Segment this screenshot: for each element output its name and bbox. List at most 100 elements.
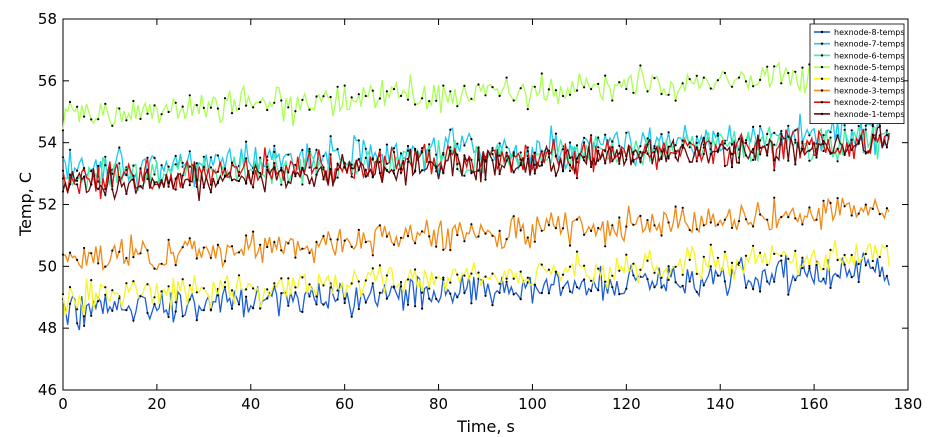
data-point [512,277,515,280]
data-point [561,148,565,151]
data-point [773,280,776,283]
data-point [512,151,515,154]
data-point [146,112,149,115]
data-point [843,263,846,266]
data-point [160,164,163,167]
data-point [780,130,783,133]
data-point [245,295,248,298]
data-point [364,168,367,171]
data-point [442,278,445,281]
data-point [202,106,205,109]
data-point [385,162,388,165]
data-point [759,290,762,293]
data-point [273,241,276,244]
data-point [111,124,114,127]
data-point [385,235,388,238]
data-point [702,137,705,140]
data-point [125,309,128,312]
data-point [343,84,346,87]
data-point [153,173,156,176]
data-point [280,292,283,295]
data-point [322,178,325,181]
data-point [378,148,381,151]
data-point [653,224,656,227]
data-point [688,160,691,163]
data-point [209,256,212,259]
data-point [322,303,325,306]
data-point [343,297,346,300]
data-point [449,292,452,295]
data-point [406,144,410,148]
data-point [822,267,825,271]
data-point [575,157,579,160]
data-point [181,105,184,108]
data-point [590,289,593,293]
data-point [336,238,339,241]
data-point [132,178,135,181]
data-point [604,133,607,136]
x-tick-label: 0 [58,395,68,413]
data-point [583,156,586,159]
data-point [801,147,804,151]
data-point [787,257,790,260]
data-point [118,107,121,110]
data-point [399,236,403,239]
data-point [794,70,797,73]
data-point [111,188,114,191]
data-point [773,65,776,68]
data-point [111,289,114,292]
data-point [547,152,551,155]
data-point [871,207,874,210]
data-point [822,140,825,143]
data-point [780,259,783,262]
data-point [167,285,170,288]
data-point [794,279,797,282]
series-line-hexnode-3-temps [62,197,890,271]
data-point [61,169,65,172]
x-tick-label: 180 [894,395,923,413]
legend-item: hexnode-3-temps [814,87,905,96]
data-point [554,270,558,273]
data-point [752,125,755,128]
data-point [512,152,515,155]
data-point [153,267,156,270]
data-point [463,154,466,157]
data-point [139,167,142,170]
legend-marker [820,54,824,57]
data-point [604,150,607,153]
series-line-hexnode-1-temps [62,125,890,202]
data-point [364,241,367,244]
data-point [878,274,881,277]
data-point [822,143,825,146]
data-point [195,162,198,165]
legend-marker [820,77,824,81]
data-point [76,105,79,108]
data-point [575,286,579,289]
data-point [850,148,853,151]
data-point [547,268,551,271]
data-point [723,218,727,221]
data-point [639,214,642,217]
data-point [146,156,149,159]
data-point [730,226,734,229]
data-point [385,169,388,172]
data-point [322,95,325,98]
data-point [364,147,367,150]
y-axis-title: Temp, C [16,172,35,237]
data-point [428,160,431,163]
data-point [421,291,424,294]
data-point [301,98,304,101]
data-point [484,158,487,161]
data-point [266,245,269,249]
data-point [611,146,614,149]
data-point [885,133,889,136]
data-point [414,305,417,308]
data-point [181,246,184,249]
ticks-layer: 0 20 40 60 80 100 120 140 160 180 46 48 50 52 54 56 58 [38,10,922,413]
data-point [315,173,318,176]
data-point [118,250,121,253]
data-point [815,218,818,221]
data-point [406,149,410,152]
data-point [836,274,839,277]
data-point [491,153,494,156]
